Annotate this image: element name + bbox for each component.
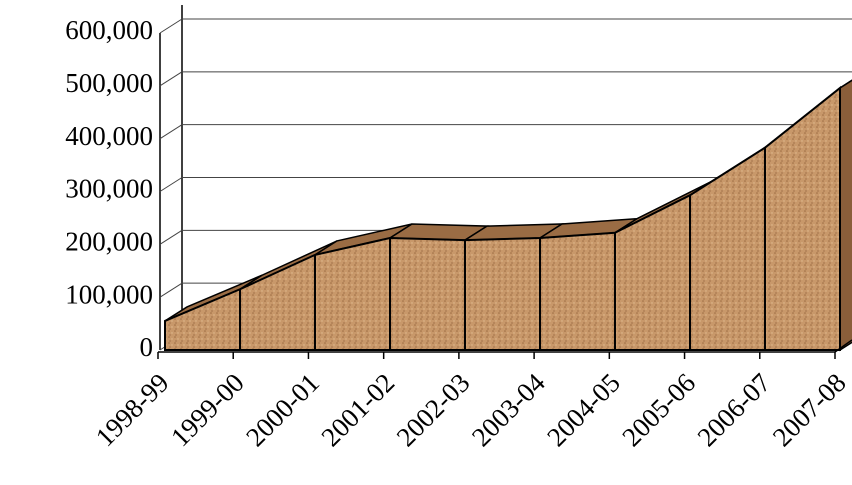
- x-tick-label: 2002-03: [391, 367, 476, 452]
- y-tick-label: 300,000: [65, 174, 153, 204]
- area: [164, 85, 841, 351]
- grid-line: [159, 18, 183, 34]
- x-tick-label: 1999-00: [165, 367, 250, 452]
- grid-line: [159, 282, 183, 298]
- x-tick-label: 1998-99: [90, 367, 175, 452]
- y-tick-label: 100,000: [65, 279, 153, 309]
- x-tick-label: 2003-04: [466, 367, 551, 452]
- grid-line: [159, 177, 183, 192]
- x-tick-label: 2001-02: [315, 367, 400, 452]
- grid-line: [159, 71, 183, 87]
- x-tick-label: 2006-07: [692, 367, 777, 452]
- y-tick-label: 0: [140, 332, 154, 362]
- area-side: [839, 79, 852, 352]
- x-tick-label: 2000-01: [240, 367, 325, 452]
- grid-line: [159, 229, 183, 245]
- y-tick-label: 600,000: [65, 15, 153, 45]
- y-tick-label: 400,000: [65, 121, 153, 151]
- x-tick-label: 2004-05: [541, 367, 626, 452]
- grid-line: [159, 124, 183, 140]
- x-tick-label: 2007-08: [767, 367, 852, 452]
- y-tick-label: 200,000: [65, 227, 153, 257]
- x-tick-label: 2005-06: [616, 367, 701, 452]
- floor-edge: [834, 339, 852, 353]
- y-tick-label: 500,000: [65, 68, 153, 98]
